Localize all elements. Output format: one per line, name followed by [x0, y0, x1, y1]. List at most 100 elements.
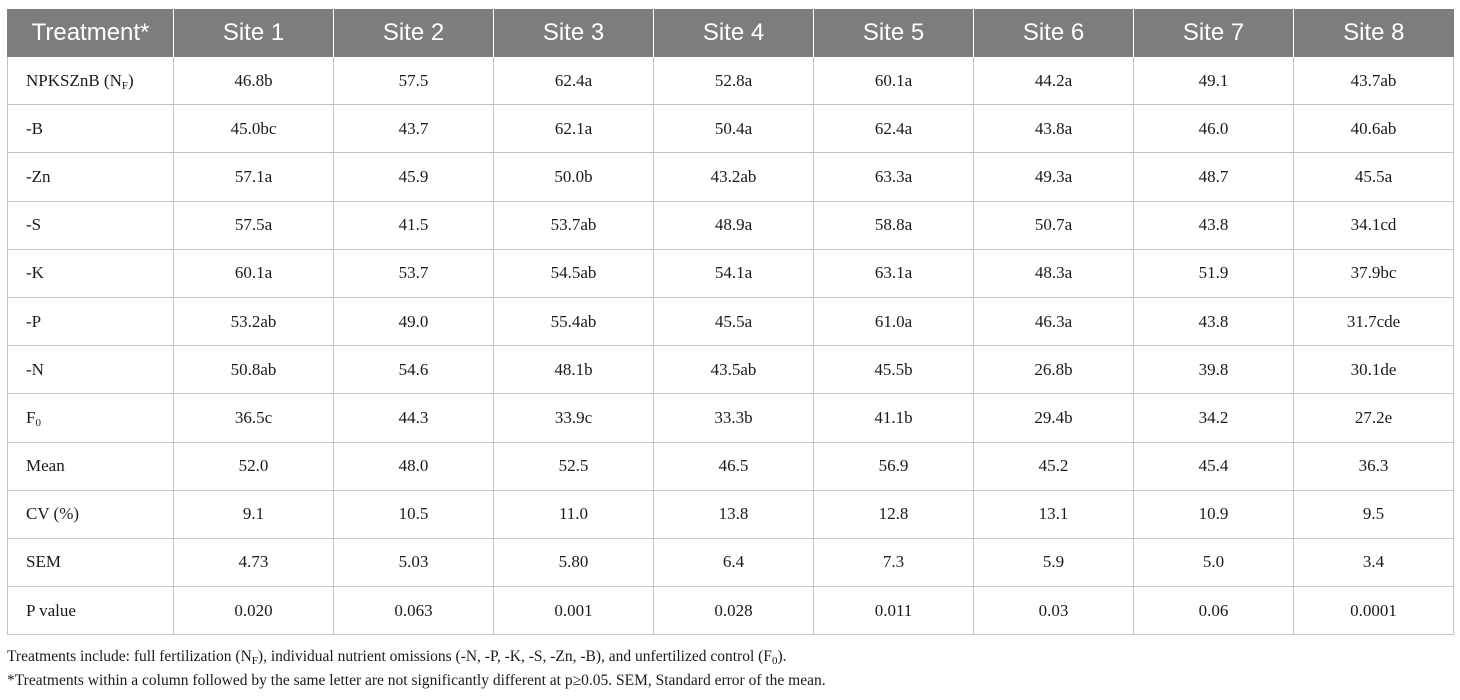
treatment-label: -Zn [26, 166, 51, 186]
column-header-site-3: Site 3 [493, 9, 654, 57]
value-cell: 45.5b [813, 345, 974, 395]
treatment-cell: -S [7, 201, 174, 250]
value-cell: 57.1a [173, 152, 334, 202]
table-body: NPKSZnB (NF) 46.8b 57.5 62.4a 52.8a 60.1a 44.2… [7, 57, 1454, 636]
value-cell: 40.6ab [1293, 104, 1454, 154]
value-cell: 30.1de [1293, 345, 1454, 395]
value-cell: 34.2 [1133, 393, 1294, 443]
treatment-cell: -Zn [7, 152, 174, 202]
value-cell: 0.028 [653, 586, 814, 636]
treatment-label: -K [26, 263, 44, 283]
value-cell: 54.1a [653, 249, 814, 298]
table-row: -K 60.1a 53.7 54.5ab 54.1a 63.1a 48.3a 51.9 37.9… [7, 249, 1454, 298]
treatment-label: CV (%) [26, 504, 80, 524]
value-cell: 36.5c [173, 393, 334, 443]
value-cell: 33.9c [493, 393, 654, 443]
treatment-cell: F0 [7, 393, 174, 443]
value-cell: 31.7cde [1293, 297, 1454, 347]
value-cell: 48.1b [493, 345, 654, 395]
footnote-subscript: F [251, 655, 258, 667]
value-cell: 36.3 [1293, 442, 1454, 491]
value-cell: 0.06 [1133, 586, 1294, 636]
value-cell: 51.9 [1133, 249, 1294, 298]
footnote-treatments: Treatments include: full fertilization (… [7, 645, 826, 669]
value-cell: 53.2ab [173, 297, 334, 347]
value-cell: 58.8a [813, 201, 974, 250]
table-row: CV (%) 9.1 10.5 11.0 13.8 12.8 13.1 10.9 9.5 [7, 490, 1454, 539]
treatment-cell: -P [7, 297, 174, 347]
header-row: Treatment* Site 1 Site 2 Site 3 Site 4 Site 5… [7, 9, 1454, 57]
value-cell: 60.1a [813, 57, 974, 106]
value-cell: 63.1a [813, 249, 974, 298]
value-cell: 0.020 [173, 586, 334, 636]
value-cell: 41.1b [813, 393, 974, 443]
value-cell: 50.7a [973, 201, 1134, 250]
value-cell: 46.5 [653, 442, 814, 491]
value-cell: 49.3a [973, 152, 1134, 202]
value-cell: 63.3a [813, 152, 974, 202]
value-cell: 48.0 [333, 442, 494, 491]
value-cell: 57.5a [173, 201, 334, 250]
value-cell: 37.9bc [1293, 249, 1454, 298]
footnote-text: ). [777, 648, 787, 665]
treatment-label: NPKSZnB (N [26, 70, 122, 90]
column-header-site-6: Site 6 [973, 9, 1134, 57]
value-cell: 45.0bc [173, 104, 334, 154]
treatment-cell: Mean [7, 442, 174, 491]
value-cell: 43.7 [333, 104, 494, 154]
value-cell: 53.7 [333, 249, 494, 298]
value-cell: 43.8 [1133, 297, 1294, 347]
footnote-text: Treatments include: full fertilization (… [7, 648, 252, 665]
value-cell: 5.03 [333, 538, 494, 588]
treatment-label: -B [26, 118, 43, 138]
treatment-subscript: 0 [35, 416, 41, 429]
value-cell: 13.1 [973, 490, 1134, 539]
value-cell: 0.03 [973, 586, 1134, 636]
table-row: NPKSZnB (NF) 46.8b 57.5 62.4a 52.8a 60.1a 44.2… [7, 57, 1454, 106]
treatment-label: SEM [26, 552, 61, 572]
value-cell: 55.4ab [493, 297, 654, 347]
value-cell: 50.0b [493, 152, 654, 202]
value-cell: 45.2 [973, 442, 1134, 491]
value-cell: 62.1a [493, 104, 654, 154]
table-row: -P 53.2ab 49.0 55.4ab 45.5a 61.0a 46.3a 43.8 31.… [7, 297, 1454, 347]
value-cell: 4.73 [173, 538, 334, 588]
value-cell: 5.0 [1133, 538, 1294, 588]
value-cell: 48.3a [973, 249, 1134, 298]
footnote-significance: *Treatments within a column followed by … [7, 672, 826, 689]
value-cell: 61.0a [813, 297, 974, 347]
value-cell: 56.9 [813, 442, 974, 491]
value-cell: 0.011 [813, 586, 974, 636]
value-cell: 50.4a [653, 104, 814, 154]
treatment-label: Mean [26, 456, 65, 476]
treatment-cell: -N [7, 345, 174, 395]
table-row: SEM 4.73 5.03 5.80 6.4 7.3 5.9 5.0 3.4 [7, 538, 1454, 588]
value-cell: 45.5a [1293, 152, 1454, 202]
value-cell: 9.5 [1293, 490, 1454, 539]
footnote-subscript: 0 [771, 655, 778, 667]
value-cell: 39.8 [1133, 345, 1294, 395]
value-cell: 62.4a [813, 104, 974, 154]
table-row: -S 57.5a 41.5 53.7ab 48.9a 58.8a 50.7a 43.8 34.1… [7, 201, 1454, 250]
table-row: F0 36.5c 44.3 33.9c 33.3b 41.1b 29.4b 34.2 27.2e [7, 393, 1454, 443]
value-cell: 49.0 [333, 297, 494, 347]
column-header-site-4: Site 4 [653, 9, 814, 57]
value-cell: 52.8a [653, 57, 814, 106]
value-cell: 53.7ab [493, 201, 654, 250]
treatment-label: -N [26, 359, 44, 379]
results-table-container: Treatment* Site 1 Site 2 Site 3 Site 4 Site 5… [7, 9, 1454, 636]
treatment-cell: -K [7, 249, 174, 298]
treatment-label: F [26, 407, 36, 427]
treatment-label: -P [26, 311, 42, 331]
column-header-site-7: Site 7 [1133, 9, 1294, 57]
column-header-site-5: Site 5 [813, 9, 974, 57]
value-cell: 6.4 [653, 538, 814, 588]
value-cell: 44.2a [973, 57, 1134, 106]
column-header-treatment: Treatment* [7, 9, 174, 57]
table-row: -Zn 57.1a 45.9 50.0b 43.2ab 63.3a 49.3a 48.7 45.… [7, 152, 1454, 202]
value-cell: 46.3a [973, 297, 1134, 347]
value-cell: 5.80 [493, 538, 654, 588]
treatment-cell: CV (%) [7, 490, 174, 539]
value-cell: 10.5 [333, 490, 494, 539]
table-row: -N 50.8ab 54.6 48.1b 43.5ab 45.5b 26.8b 39.8 30.… [7, 345, 1454, 395]
